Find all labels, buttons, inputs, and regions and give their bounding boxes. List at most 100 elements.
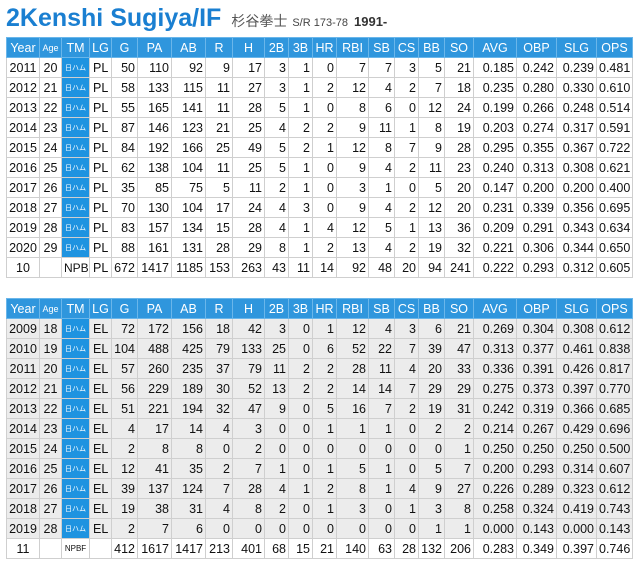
cell-slg: 0.248 <box>556 97 597 118</box>
cell-hits: 28 <box>232 478 265 499</box>
cell-rbi: 12 <box>336 217 369 238</box>
nigun-stats-table: Year Age TM LG G PA AB R H 2B 3B HR RBI SB CS BB SO AVG OB… <box>6 298 633 559</box>
total-home-runs: 21 <box>312 538 337 559</box>
cell-home-runs: 0 <box>312 518 337 539</box>
cell-hits: 133 <box>232 338 265 359</box>
cell-age: 28 <box>39 518 62 539</box>
cell-triples: 2 <box>288 378 313 399</box>
season-row: 2015 24 日ハム PL 84 192 166 25 49 5 2 1 12 8 7 9 28 0.295 0.… <box>6 137 633 158</box>
cell-doubles: 1 <box>264 458 289 479</box>
cell-obp: 0.373 <box>516 378 557 399</box>
column-header-slg: SLG <box>556 37 597 58</box>
cell-league: EL <box>89 378 112 399</box>
cell-slg: 0.317 <box>556 117 597 138</box>
cell-caught-stealing: 1 <box>394 117 419 138</box>
cell-triples: 1 <box>288 177 313 198</box>
cell-ops: 0.400 <box>596 177 633 198</box>
column-header-caught-stealing: CS <box>394 37 419 58</box>
column-header-team: TM <box>61 37 90 58</box>
cell-runs: 21 <box>205 117 233 138</box>
cell-strikeouts: 8 <box>444 498 474 519</box>
cell-rbi: 9 <box>336 197 369 218</box>
header-row: Year Age TM LG G PA AB R H 2B 3B HR RBI SB CS BB SO AVG OB… <box>6 298 633 319</box>
cell-age: 25 <box>39 157 62 178</box>
cell-avg: 0.221 <box>473 237 517 258</box>
cell-games: 58 <box>111 77 138 98</box>
cell-hits: 28 <box>232 97 265 118</box>
cell-league: EL <box>89 398 112 419</box>
cell-walks: 2 <box>418 418 445 439</box>
cell-team: 日ハム <box>61 137 90 158</box>
cell-triples: 0 <box>288 498 313 519</box>
cell-slg: 0.314 <box>556 458 597 479</box>
cell-at-bats: 124 <box>171 478 206 499</box>
cell-slg: 0.397 <box>556 378 597 399</box>
cell-avg: 0.214 <box>473 418 517 439</box>
cell-stolen-bases: 22 <box>368 338 395 359</box>
cell-avg: 0.226 <box>473 478 517 499</box>
cell-strikeouts: 23 <box>444 157 474 178</box>
cell-home-runs: 1 <box>312 137 337 158</box>
column-header-hits: H <box>232 298 265 319</box>
cell-at-bats: 141 <box>171 97 206 118</box>
cell-stolen-bases: 4 <box>368 318 395 339</box>
column-header-triples: 3B <box>288 37 313 58</box>
column-header-games: G <box>111 37 138 58</box>
cell-walks: 1 <box>418 518 445 539</box>
cell-hits: 2 <box>232 438 265 459</box>
cell-games: 50 <box>111 57 138 78</box>
cell-slg: 0.344 <box>556 237 597 258</box>
cell-plate-appearances: 110 <box>137 57 172 78</box>
cell-year: 2009 <box>6 318 40 339</box>
column-header-caught-stealing: CS <box>394 298 419 319</box>
column-header-games: G <box>111 298 138 319</box>
cell-plate-appearances: 165 <box>137 97 172 118</box>
cell-age: 23 <box>39 418 62 439</box>
cell-obp: 0.313 <box>516 157 557 178</box>
cell-rbi: 5 <box>336 458 369 479</box>
column-header-doubles: 2B <box>264 37 289 58</box>
cell-avg: 0.313 <box>473 338 517 359</box>
cell-rbi: 3 <box>336 498 369 519</box>
column-header-at-bats: AB <box>171 37 206 58</box>
cell-strikeouts: 24 <box>444 97 474 118</box>
cell-age: 25 <box>39 458 62 479</box>
total-at-bats: 1417 <box>171 538 206 559</box>
cell-doubles: 0 <box>264 438 289 459</box>
total-league <box>89 538 112 559</box>
cell-rbi: 12 <box>336 318 369 339</box>
cell-obp: 0.200 <box>516 177 557 198</box>
cell-caught-stealing: 3 <box>394 318 419 339</box>
cell-runs: 18 <box>205 318 233 339</box>
cell-team: 日ハム <box>61 197 90 218</box>
cell-strikeouts: 18 <box>444 77 474 98</box>
cell-plate-appearances: 172 <box>137 318 172 339</box>
cell-slg: 0.330 <box>556 77 597 98</box>
cell-year: 2020 <box>6 237 40 258</box>
cell-games: 4 <box>111 418 138 439</box>
cell-caught-stealing: 1 <box>394 217 419 238</box>
cell-triples: 2 <box>288 137 313 158</box>
cell-obp: 0.377 <box>516 338 557 359</box>
cell-games: 19 <box>111 498 138 519</box>
season-row: 2012 21 日ハム EL 56 229 189 30 52 13 2 2 14 14 7 29 29 0.27… <box>6 378 633 399</box>
cell-slg: 0.461 <box>556 338 597 359</box>
cell-team: 日ハム <box>61 318 90 339</box>
cell-plate-appearances: 7 <box>137 518 172 539</box>
cell-strikeouts: 33 <box>444 358 474 379</box>
cell-runs: 5 <box>205 177 233 198</box>
column-header-strikeouts: SO <box>444 37 474 58</box>
cell-league: PL <box>89 177 112 198</box>
cell-doubles: 25 <box>264 338 289 359</box>
cell-triples: 0 <box>288 458 313 479</box>
column-header-avg: AVG <box>473 37 517 58</box>
cell-avg: 0.269 <box>473 318 517 339</box>
cell-obp: 0.242 <box>516 57 557 78</box>
total-caught-stealing: 20 <box>394 257 419 278</box>
cell-triples: 0 <box>288 518 313 539</box>
cell-obp: 0.280 <box>516 77 557 98</box>
cell-walks: 13 <box>418 217 445 238</box>
cell-league: PL <box>89 57 112 78</box>
cell-walks: 39 <box>418 338 445 359</box>
cell-obp: 0.289 <box>516 478 557 499</box>
